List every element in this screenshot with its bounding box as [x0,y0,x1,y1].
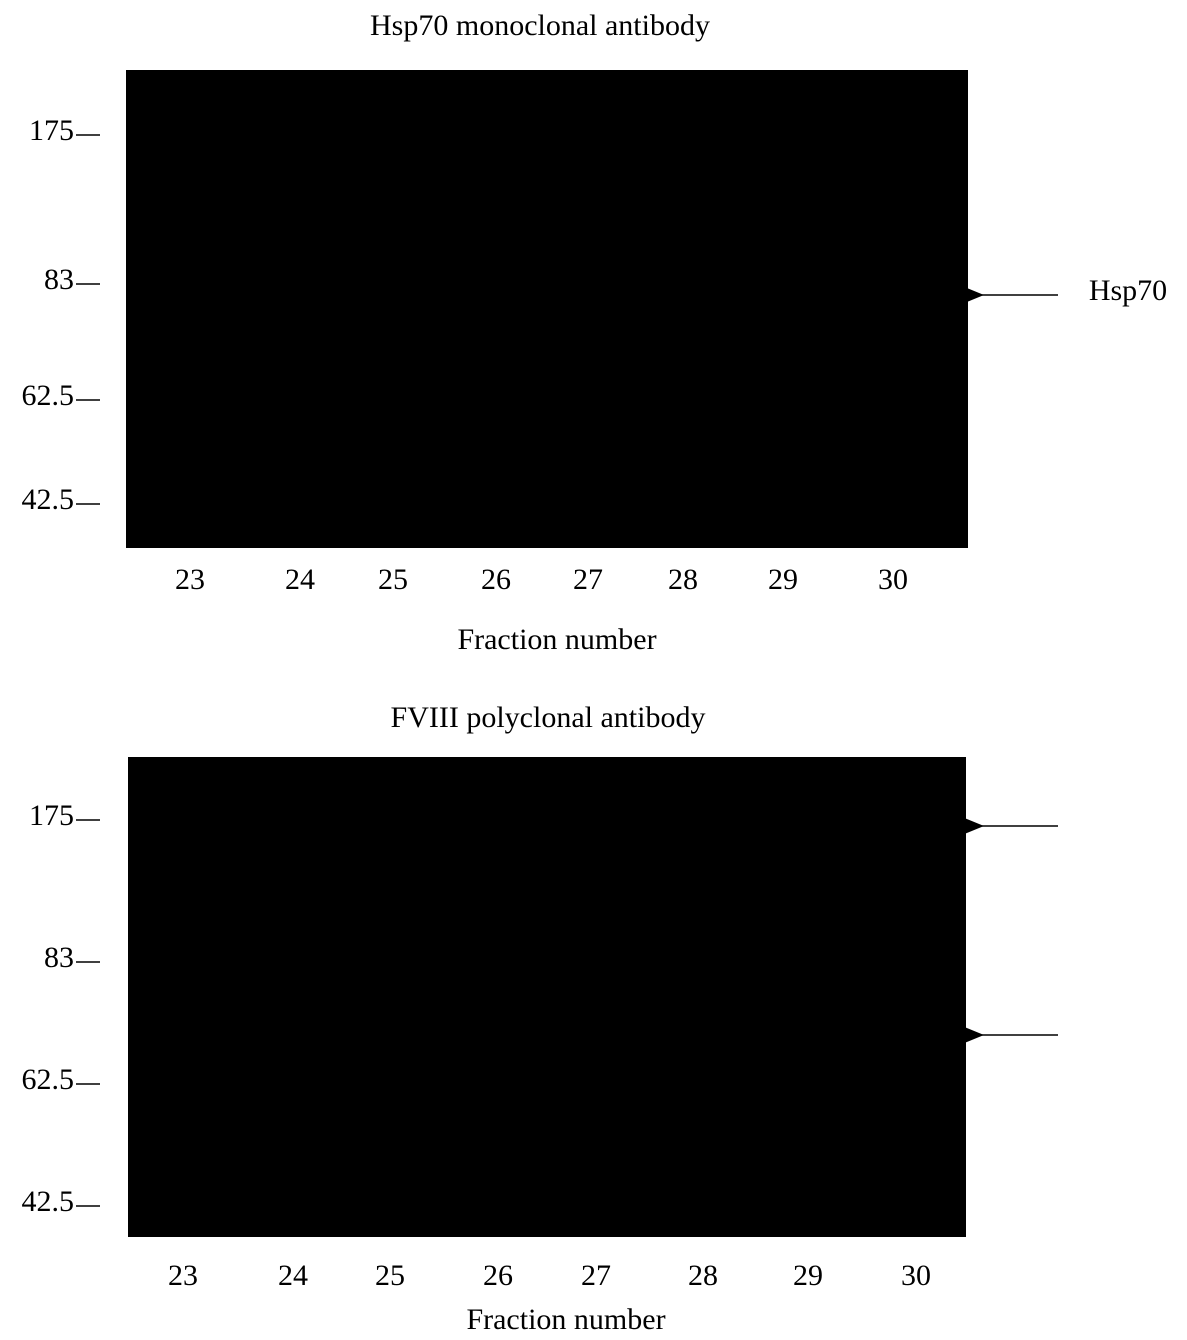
marker-label: 62.5 [22,1063,75,1096]
marker-label: 42.5 [22,1185,75,1218]
marker-label: 175 [29,799,74,832]
lane-label: 25 [375,1259,405,1292]
lane-label: 24 [285,563,315,596]
lane-label: 27 [573,563,603,596]
lane-label: 27 [581,1259,611,1292]
lane-label: 28 [668,563,698,596]
lane-label: 29 [793,1259,823,1292]
lane-label: 26 [481,563,511,596]
lane-label: 30 [901,1259,931,1292]
lane-label: 29 [768,563,798,596]
marker-label: 83 [44,941,74,974]
panel-title: Hsp70 monoclonal antibody [370,9,710,42]
marker-label: 62.5 [22,379,75,412]
lane-label: 28 [688,1259,718,1292]
x-axis-label: Fraction number [457,623,656,656]
panel-title: FVIII polyclonal antibody [391,701,706,734]
marker-label: 42.5 [22,483,75,516]
lane-label: 24 [278,1259,308,1292]
blot-image [126,70,968,548]
figure: Hsp70 monoclonal antibody 175 83 62.5 42.5 23… [0,0,1187,1340]
marker-label: 175 [29,114,74,147]
lane-label: 26 [483,1259,513,1292]
band-label: Hsp70 [1089,274,1167,307]
marker-label: 83 [44,263,74,296]
lane-label: 30 [878,563,908,596]
lane-label: 25 [378,563,408,596]
lane-label: 23 [175,563,205,596]
page: Hsp70 monoclonal antibody 175 83 62.5 42.5 23… [0,0,1187,1340]
x-axis-label: Fraction number [466,1303,665,1336]
lane-label: 23 [168,1259,198,1292]
blot-image [128,757,966,1237]
